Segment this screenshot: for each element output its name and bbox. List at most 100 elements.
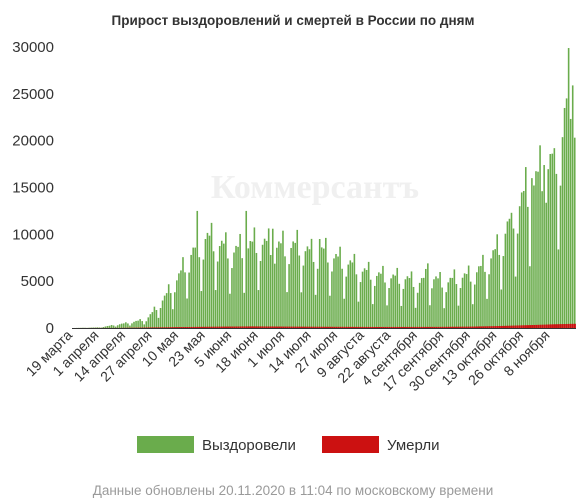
bar-recovered xyxy=(206,232,209,328)
bar-deaths xyxy=(382,326,385,328)
bar-deaths xyxy=(227,326,230,328)
bar-deaths xyxy=(196,326,199,328)
bar-recovered xyxy=(133,321,135,328)
bar-recovered xyxy=(480,265,482,328)
bar-recovered xyxy=(331,271,333,328)
bar-deaths xyxy=(418,326,421,328)
chart-title: Прирост выздоровлений и смертей в России… xyxy=(111,13,475,28)
bar-deaths xyxy=(341,326,344,328)
bar-deaths xyxy=(329,326,332,328)
bar-deaths xyxy=(514,325,517,328)
bar-deaths xyxy=(471,326,474,329)
bar-deaths xyxy=(492,326,495,328)
bar-deaths xyxy=(255,326,258,328)
bar-deaths xyxy=(269,326,272,328)
bar-deaths xyxy=(239,326,242,328)
bar-recovered xyxy=(249,241,252,328)
bar-recovered xyxy=(400,305,403,328)
bar-recovered xyxy=(214,290,217,328)
bar-recovered xyxy=(529,266,531,328)
bar-recovered xyxy=(180,270,182,328)
bar-deaths xyxy=(353,326,356,328)
bar-deaths xyxy=(486,326,489,328)
bar-deaths xyxy=(431,326,434,328)
bar-deaths xyxy=(573,323,576,328)
bar-recovered xyxy=(563,107,566,328)
bar-recovered xyxy=(404,279,407,328)
bar-recovered xyxy=(202,259,205,328)
bar-deaths xyxy=(459,326,462,328)
bar-recovered xyxy=(512,228,515,328)
bar-recovered xyxy=(396,267,399,328)
bar-deaths xyxy=(208,326,211,328)
bar-recovered xyxy=(284,256,286,329)
bar-recovered xyxy=(210,222,213,328)
bar-recovered xyxy=(504,233,507,328)
bar-recovered xyxy=(190,254,192,328)
bar-deaths xyxy=(320,326,323,328)
bar-deaths xyxy=(163,327,166,328)
bar-recovered xyxy=(314,294,317,328)
watermark-text: Коммерсантъ xyxy=(211,169,419,206)
bar-recovered xyxy=(225,232,227,328)
bar-deaths xyxy=(339,326,342,328)
bar-recovered xyxy=(453,269,456,328)
bar-deaths xyxy=(225,326,227,328)
bar-recovered xyxy=(196,210,199,328)
bar-recovered xyxy=(551,153,554,328)
bar-deaths xyxy=(243,326,246,328)
bar-deaths xyxy=(522,325,525,328)
bar-deaths xyxy=(482,326,485,328)
bar-recovered xyxy=(549,154,552,328)
bar-deaths xyxy=(182,327,185,328)
bar-recovered xyxy=(553,148,556,328)
bar-recovered xyxy=(373,285,376,328)
bar-deaths xyxy=(202,326,205,328)
bar-deaths xyxy=(400,326,403,328)
bar-recovered xyxy=(349,260,352,328)
bar-deaths xyxy=(447,326,450,328)
bar-recovered xyxy=(520,192,523,328)
bar-recovered xyxy=(359,282,362,328)
bar-recovered xyxy=(443,308,445,328)
bar-recovered xyxy=(329,295,331,328)
bar-recovered xyxy=(406,276,409,328)
bar-recovered xyxy=(265,240,268,328)
bar-deaths xyxy=(378,326,381,328)
bar-recovered xyxy=(365,269,368,328)
bar-recovered xyxy=(255,252,258,328)
bar-deaths xyxy=(294,326,297,328)
bar-deaths xyxy=(478,326,480,328)
bar-recovered xyxy=(125,322,127,328)
bar-deaths xyxy=(408,326,411,328)
bar-recovered xyxy=(169,293,172,328)
bar-deaths xyxy=(188,326,191,328)
bar-recovered xyxy=(414,307,417,328)
bar-deaths xyxy=(278,326,281,328)
bar-recovered xyxy=(129,325,131,328)
bar-recovered xyxy=(94,327,97,328)
bar-recovered xyxy=(241,258,243,328)
bar-recovered xyxy=(541,191,543,328)
bar-recovered xyxy=(235,245,237,328)
bar-recovered xyxy=(310,238,313,328)
bar-deaths xyxy=(453,326,456,328)
bar-recovered xyxy=(108,325,111,328)
bar-recovered xyxy=(496,234,499,328)
bar-recovered xyxy=(527,206,529,328)
bar-recovered xyxy=(259,260,262,328)
bar-recovered xyxy=(469,281,472,328)
bar-recovered xyxy=(376,275,378,328)
bar-deaths xyxy=(345,326,348,328)
bar-deaths xyxy=(396,326,399,328)
bar-recovered xyxy=(229,293,231,328)
bar-recovered xyxy=(237,246,239,328)
bar-deaths xyxy=(498,325,501,328)
bar-recovered xyxy=(174,292,176,328)
bar-deaths xyxy=(165,327,168,328)
bar-recovered xyxy=(123,323,125,328)
bar-deaths xyxy=(286,326,289,328)
bar-deaths xyxy=(198,326,201,328)
bar-deaths xyxy=(276,326,278,328)
bar-deaths xyxy=(467,326,470,328)
